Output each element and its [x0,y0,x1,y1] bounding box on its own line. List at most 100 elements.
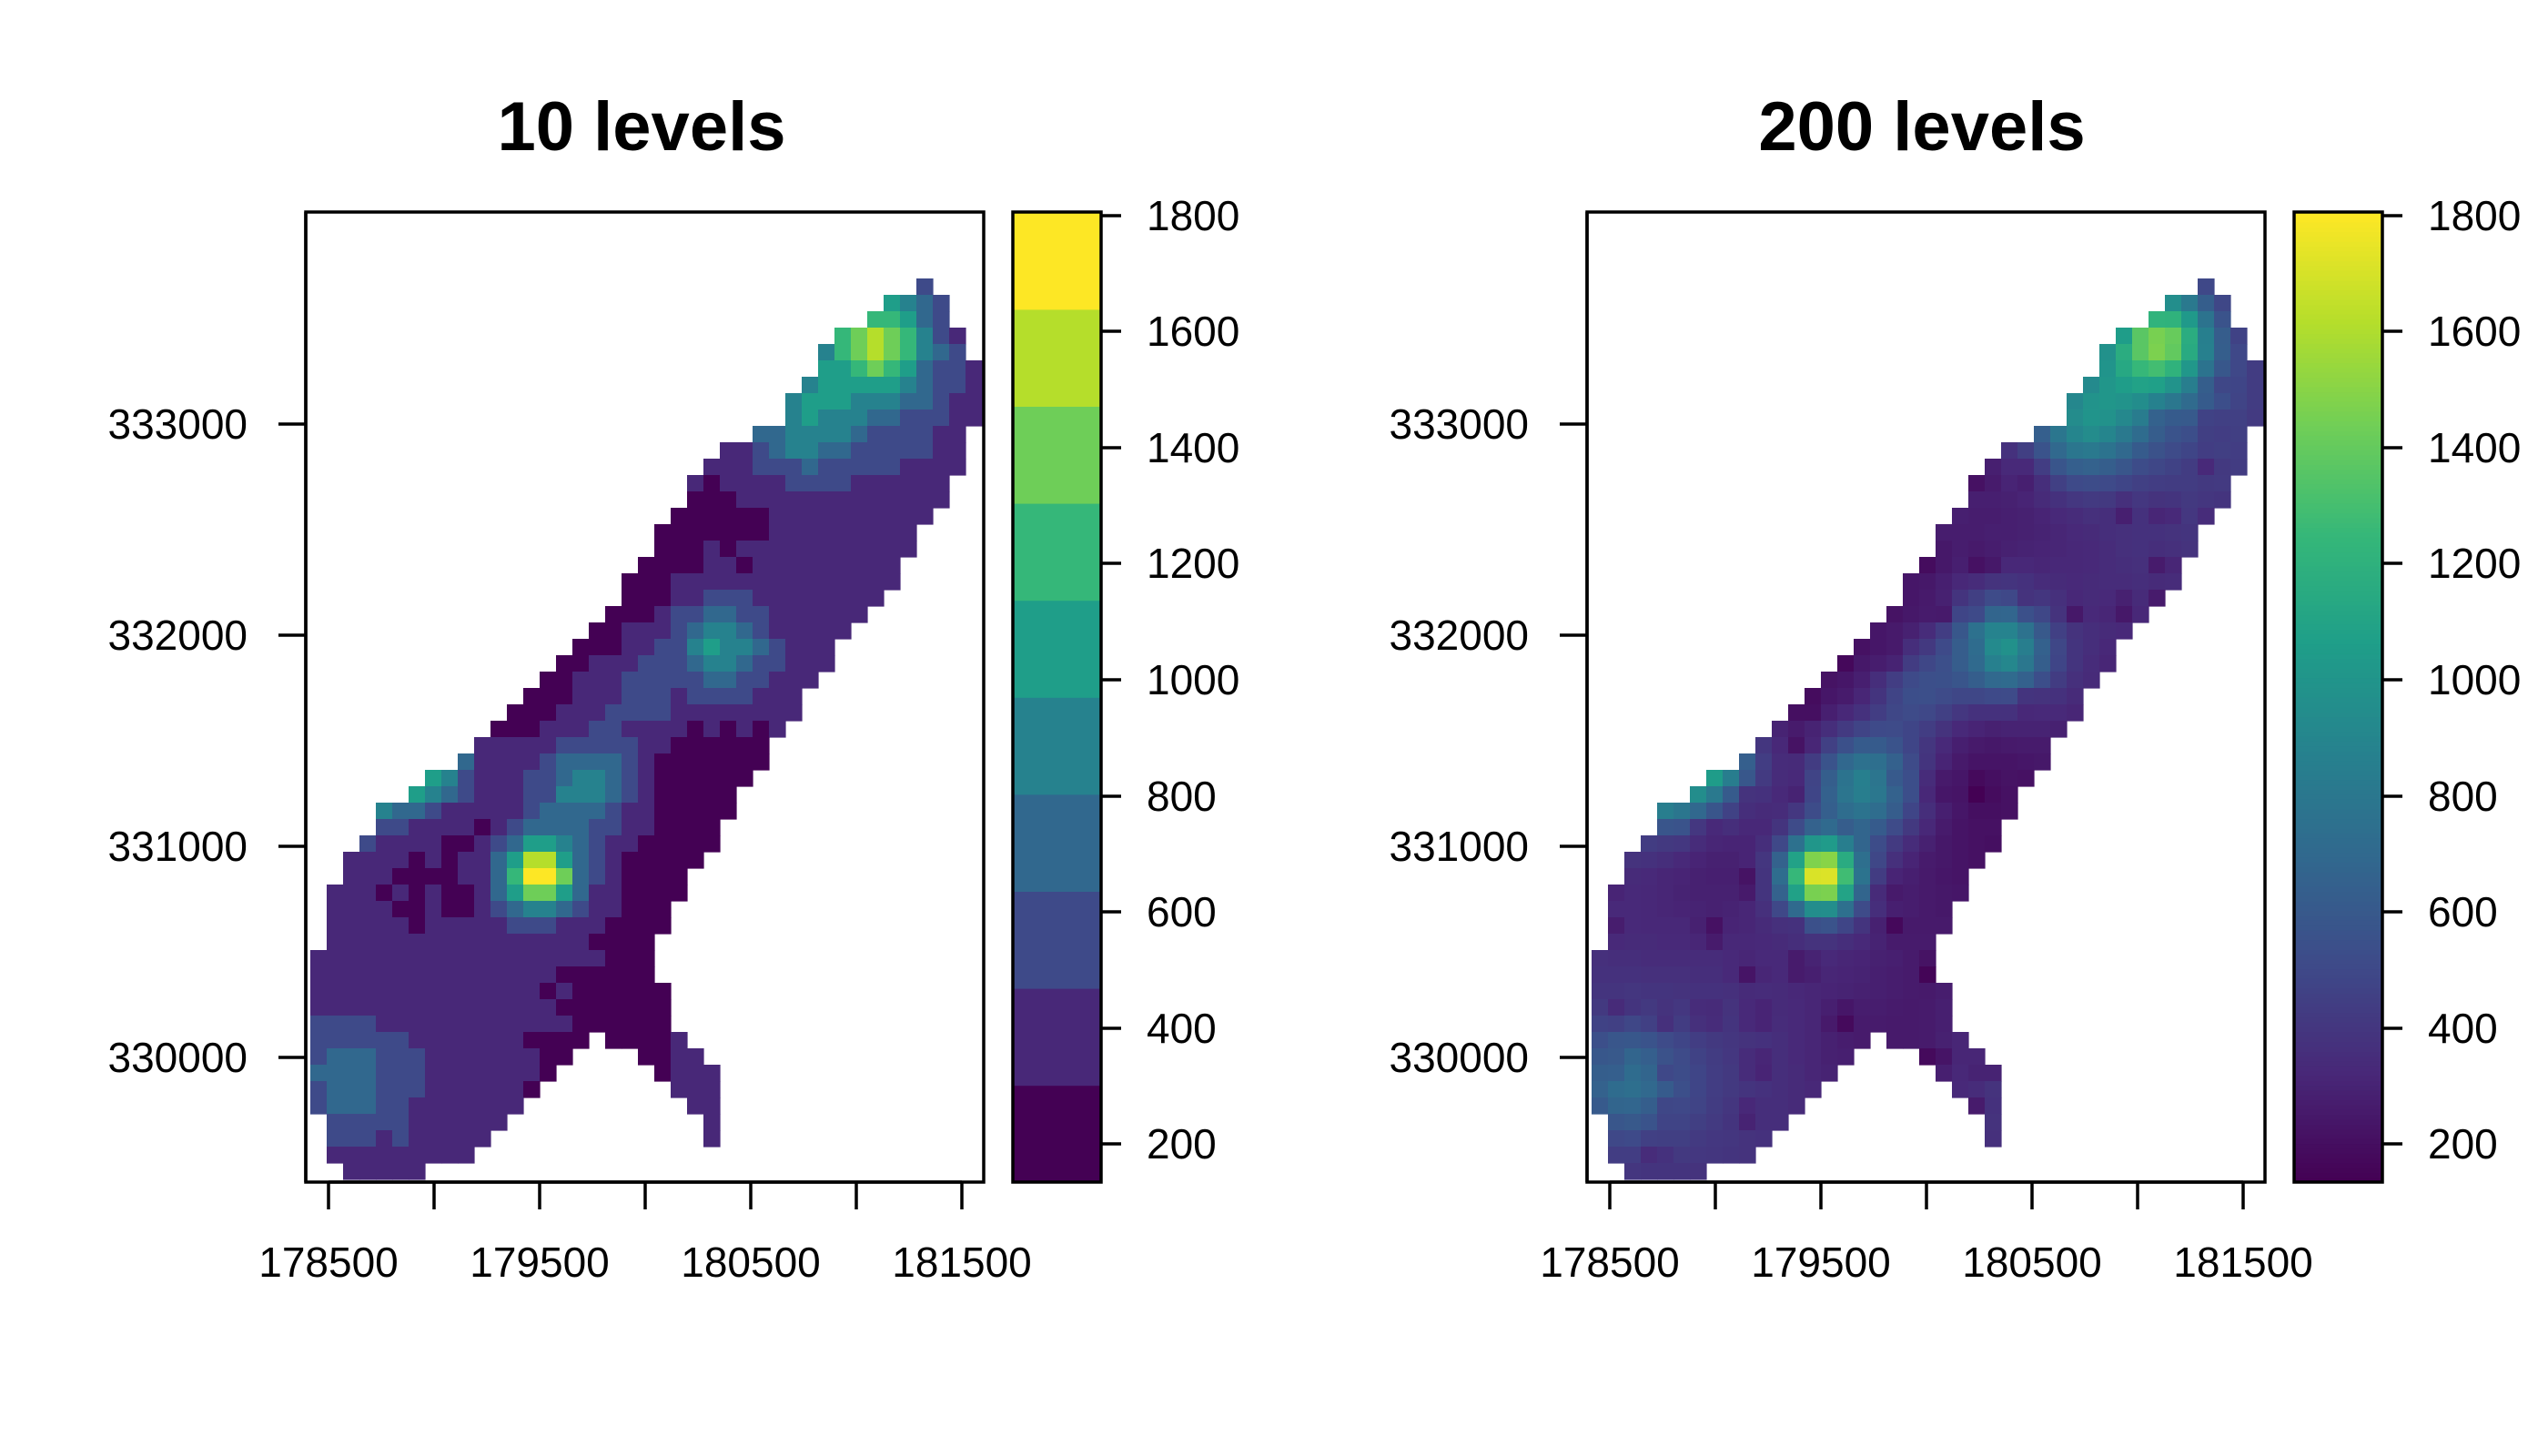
raster-cell [769,639,786,656]
raster-cell [720,704,737,722]
legend-swatch [2294,721,2382,727]
raster-cell [1723,885,1740,902]
raster-cell [1919,983,1936,1000]
raster-cell [540,819,557,836]
raster-cell [1706,1130,1724,1148]
raster-cell [622,835,639,853]
raster-cell [1624,917,1642,935]
raster-cell [359,885,377,902]
raster-cell [703,655,721,672]
raster-cell [2099,377,2117,394]
raster-cell [441,1097,459,1115]
raster-cell [2099,442,2117,460]
raster-cell [2017,557,2035,574]
raster-cell [359,917,377,935]
legend-swatch [2294,643,2382,650]
raster-cell [654,1032,672,1049]
raster-cell [1919,753,1936,771]
raster-cell [458,1065,475,1082]
raster-cell [359,901,377,918]
raster-cell [622,655,639,672]
raster-cell [753,442,770,460]
raster-cell [1870,950,1887,967]
raster-cell [2050,655,2068,672]
raster-cell [851,393,868,410]
raster-cell [507,737,524,754]
raster-cell [1788,917,1805,935]
raster-cell [736,622,753,640]
raster-cell [671,885,688,902]
legend-swatch [2294,891,2382,897]
raster-cell [425,819,442,836]
raster-cell [2099,606,2117,623]
legend-swatch [2294,362,2382,369]
raster-cell [540,672,557,689]
legend-tick-label: 1800 [1147,192,1239,239]
raster-cell [441,950,459,967]
raster-cell [916,426,934,443]
legend-swatch [2294,823,2382,829]
raster-cell [2034,590,2051,607]
legend-swatch [2294,1012,2382,1018]
raster-cell [2099,655,2117,672]
raster-cell [1772,1081,1789,1098]
raster-cell [622,606,639,623]
raster-cell [1788,737,1805,754]
raster-cell [802,655,819,672]
raster-cell [1919,901,1936,918]
raster-cell [2017,590,2035,607]
raster-cell [1624,1081,1642,1098]
raster-cell [490,1081,508,1098]
raster-cell [818,459,835,476]
raster-cell [490,737,508,754]
raster-cell [671,770,688,787]
raster-cell [2181,524,2199,541]
raster-cell [556,688,573,705]
raster-cell [1886,868,1904,885]
raster-cell [425,770,442,787]
raster-cell [2116,541,2133,558]
raster-cell [753,524,770,541]
raster-cell [802,410,819,427]
raster-cell [540,753,557,771]
raster-cell [2050,639,2068,656]
raster-cell [2149,590,2166,607]
raster-cell [1936,573,1953,591]
raster-cell [1919,639,1936,656]
raster-cell [851,475,868,492]
raster-cell [458,803,475,820]
raster-cell [572,835,590,853]
raster-cell [1608,901,1625,918]
raster-cell [474,950,491,967]
raster-cell [1968,541,1986,558]
raster-cell [867,524,885,541]
raster-cell [540,1065,557,1082]
raster-cell [1723,770,1740,787]
legend-swatch [2294,915,2382,921]
raster-cell [343,901,360,918]
raster-cell [1952,1048,1969,1066]
raster-cell [2149,442,2166,460]
raster-cell [671,852,688,869]
raster-cell [703,459,721,476]
raster-cell [1886,770,1904,787]
raster-cell [654,999,672,1016]
raster-cell [1936,983,1953,1000]
raster-cell [605,737,622,754]
raster-cell [1788,885,1805,902]
raster-cell [2050,459,2068,476]
raster-cell [1624,934,1642,951]
raster-cell [2050,704,2068,722]
raster-cell [392,803,410,820]
legend-swatch [1013,406,1101,504]
raster-cell [523,950,541,967]
raster-cell [589,835,606,853]
raster-cell [409,1016,426,1033]
legend-swatch [2294,255,2382,262]
raster-cell [638,835,655,853]
raster-cell [572,753,590,771]
raster-cell [556,852,573,869]
raster-cell [1772,950,1789,967]
raster-cell [540,704,557,722]
raster-cell [1772,1097,1789,1115]
